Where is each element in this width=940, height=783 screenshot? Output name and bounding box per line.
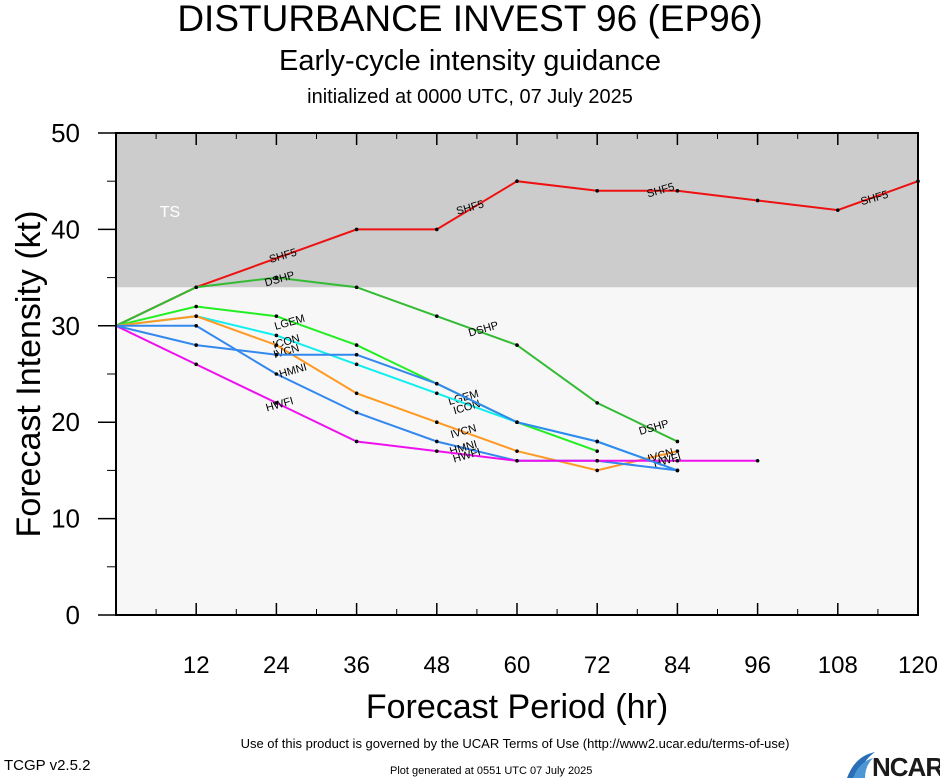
x-tick-label: 60 — [504, 652, 531, 679]
series-icon-point — [354, 362, 359, 367]
series-ivcn-point — [194, 314, 198, 318]
series-unnamed-7-line — [115, 324, 678, 472]
series-lgem-point — [274, 314, 279, 318]
x-tick-label: 12 — [183, 652, 210, 679]
series-shf5-point — [675, 189, 680, 193]
series-unnamed-point — [274, 352, 279, 357]
y-tick-label: 30 — [51, 311, 80, 341]
ts-band-label: TS — [160, 204, 180, 221]
x-tick-label: 120 — [898, 652, 938, 679]
series-shf5-point — [435, 227, 439, 232]
series-hmni-point — [354, 410, 359, 415]
series-dshp-point — [194, 285, 198, 290]
series-shf5-point — [515, 179, 519, 183]
series-hmni-point — [435, 439, 439, 444]
series-hwfi-point — [354, 439, 359, 444]
series-unnamed-point — [515, 420, 519, 425]
x-tick-label: 108 — [818, 652, 858, 679]
series-shf5-0-line — [115, 180, 919, 327]
series-lgem-point — [194, 304, 198, 309]
x-tick-label: 96 — [744, 652, 771, 679]
series-hwfi-point — [595, 458, 599, 463]
generated-time: Plot generated at 0551 UTC 07 July 2025 — [390, 765, 593, 777]
series-hwfi-point — [675, 458, 680, 463]
terms-of-use-note: Use of this product is governed by the U… — [240, 736, 790, 751]
series-hwfi-point — [274, 401, 279, 405]
series-ivcn-point — [515, 449, 519, 453]
series-unnamed-point — [675, 468, 680, 473]
series-hwfi-point — [515, 458, 519, 463]
series-unnamed-point — [595, 439, 599, 444]
series-unnamed-point — [354, 352, 359, 357]
x-tick-label: 72 — [584, 652, 611, 679]
series-shf5-point — [755, 198, 760, 203]
series-hwfi-point — [755, 458, 760, 463]
x-tick-label: 24 — [263, 652, 290, 679]
series-ivcn-point — [435, 420, 439, 425]
series-shf5-point — [354, 227, 359, 232]
series-icon-point — [274, 333, 279, 338]
series-dshp-point — [595, 401, 599, 405]
y-tick-label: 20 — [51, 407, 80, 437]
series-ivcn-point — [354, 391, 359, 396]
ts-band — [116, 133, 918, 288]
series-icon-point — [435, 391, 439, 396]
series-dshp-point — [274, 275, 279, 280]
series-shf5-point — [595, 189, 599, 193]
series-unnamed-point — [435, 381, 439, 386]
x-tick-label: 48 — [423, 652, 450, 679]
chart-init-time: initialized at 0000 UTC, 07 July 2025 — [307, 86, 633, 108]
series-dshp-point — [354, 285, 359, 290]
series-hmni-point — [274, 372, 279, 376]
series-dshp-point — [515, 343, 519, 347]
y-tick-label: 10 — [51, 504, 80, 534]
x-tick-label: 84 — [664, 652, 691, 679]
series-ivcn-point — [595, 468, 599, 473]
series-dshp-point — [675, 439, 680, 444]
series-hwfi-point — [194, 362, 198, 367]
version-label: TCGP v2.5.2 — [4, 757, 91, 774]
y-tick-label: 0 — [66, 600, 80, 630]
y-tick-label: 50 — [51, 118, 80, 148]
series-shf5-point — [836, 208, 840, 212]
series-dshp-point — [435, 314, 439, 318]
chart-subtitle: Early-cycle intensity guidance — [278, 45, 661, 77]
chart-title: DISTURBANCE INVEST 96 (EP96) — [177, 0, 763, 39]
ncar-logo-icon — [847, 752, 875, 778]
ncar-logo-text: NCAR — [872, 752, 940, 782]
series-unnamed-point — [194, 343, 198, 347]
y-axis-label: Forecast Intensity (kt) — [10, 211, 48, 538]
series-ivcn-4-line — [115, 315, 678, 472]
series-hmni-point — [194, 324, 198, 328]
series-dshp-1-line — [115, 276, 678, 443]
x-axis-label: Forecast Period (hr) — [366, 688, 668, 726]
y-tick-label: 40 — [51, 214, 80, 244]
series-ivcn-point — [675, 449, 680, 453]
series-lgem-point — [595, 449, 599, 453]
series-hwfi-point — [435, 449, 439, 453]
series-lgem-point — [354, 343, 359, 347]
series-ivcn-point — [274, 343, 279, 347]
x-tick-label: 36 — [343, 652, 370, 679]
